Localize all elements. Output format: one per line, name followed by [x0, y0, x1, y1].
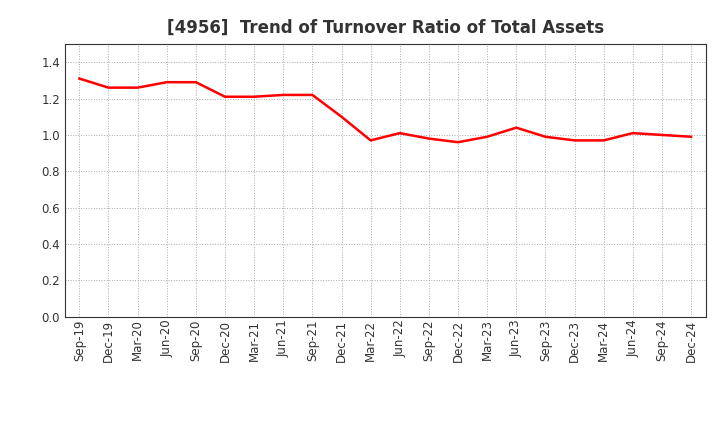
Title: [4956]  Trend of Turnover Ratio of Total Assets: [4956] Trend of Turnover Ratio of Total …	[166, 19, 604, 37]
